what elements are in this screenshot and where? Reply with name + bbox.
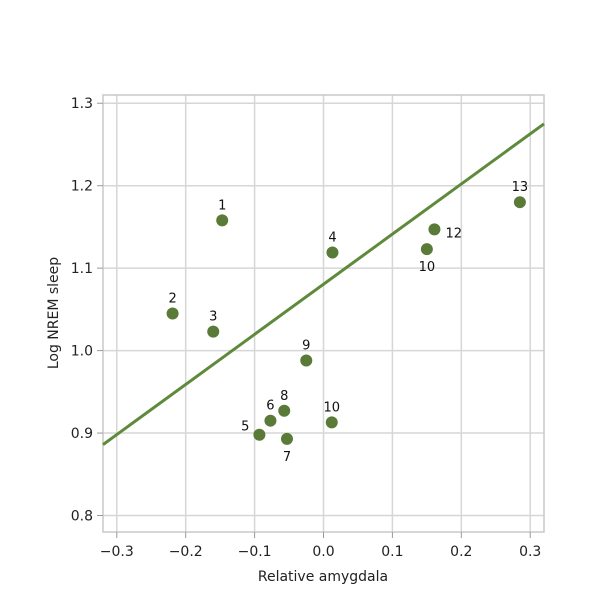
data-point: [513, 196, 526, 209]
data-point: [264, 414, 277, 427]
data-point: [420, 243, 433, 256]
x-axis-title: Relative amygdala: [258, 569, 388, 585]
data-point-label: 10: [419, 260, 436, 275]
data-point: [253, 428, 266, 441]
data-point-label: 12: [445, 226, 462, 241]
x-tick-label: −0.1: [238, 544, 272, 560]
data-point: [326, 246, 339, 259]
data-point: [166, 307, 179, 320]
data-point-label: 4: [328, 230, 336, 245]
y-tick-label: 1.1: [71, 261, 93, 277]
data-point: [428, 223, 441, 236]
data-point: [207, 325, 220, 338]
data-point-label: 5: [241, 420, 249, 435]
grid-lines: [103, 95, 544, 532]
data-point-label: 6: [266, 399, 274, 414]
regression-line-layer: [102, 122, 545, 446]
x-tick-label: −0.2: [169, 544, 203, 560]
y-tick-label: 0.9: [71, 426, 93, 442]
x-tick-label: −0.3: [100, 544, 134, 560]
data-point: [278, 404, 291, 417]
data-point: [300, 354, 313, 367]
data-point: [216, 214, 229, 227]
data-point: [325, 416, 338, 429]
data-point-label: 13: [512, 180, 529, 195]
data-point-label: 7: [283, 450, 291, 465]
x-tick-label: 0.1: [381, 544, 403, 560]
y-tick-label: 0.8: [71, 509, 93, 525]
data-point-label: 9: [302, 338, 310, 353]
data-point-label: 8: [280, 389, 288, 404]
data-point-label: 10: [323, 400, 340, 415]
data-point-label: 1: [218, 198, 226, 213]
x-tick-label: 0.0: [312, 544, 334, 560]
y-tick-label: 1.2: [71, 179, 93, 195]
regression-line: [102, 122, 545, 446]
data-point-label: 3: [209, 310, 217, 325]
y-axis-title: Log NREM sleep: [46, 257, 62, 369]
y-tick-label: 1.0: [71, 344, 93, 360]
data-point-label: 2: [168, 292, 176, 307]
axis-ticks: −0.3 −0.2 −0.1 0.0 0.1 0.2 0.3 0.8 0.9 1.0 1.1 1.2 1…: [71, 96, 542, 560]
data-point: [280, 432, 293, 445]
x-tick-label: 0.3: [519, 544, 541, 560]
x-tick-label: 0.2: [450, 544, 472, 560]
y-tick-label: 1.3: [71, 96, 93, 112]
